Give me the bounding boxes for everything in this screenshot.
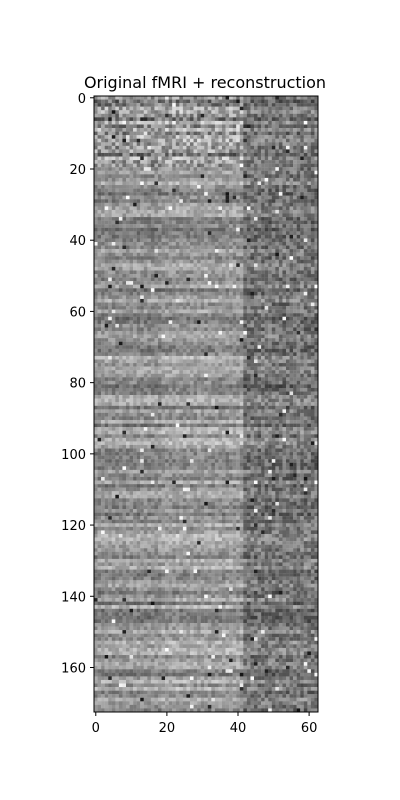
y-tick-label: 60 [69,305,86,320]
x-tick-label: 20 [159,721,176,736]
y-tick-label: 100 [61,448,86,463]
y-axis: 0 20 40 60 80 100 120 140 160 [61,92,94,676]
y-tick-label: 80 [69,377,86,392]
chart-title: Original fMRI + reconstruction [84,73,326,92]
x-axis: 0 20 40 60 [92,712,318,736]
y-tick-label: 0 [78,92,86,107]
y-tick-label: 140 [61,590,86,605]
x-tick-label: 40 [230,721,247,736]
y-tick-label: 40 [69,234,86,249]
x-tick-label: 60 [301,721,318,736]
y-tick-label: 160 [61,661,86,676]
heatmap-image [94,96,319,713]
plot-frame [93,95,319,713]
x-tick-label: 0 [92,721,100,736]
y-tick-label: 20 [69,163,86,178]
y-tick-label: 120 [61,519,86,534]
